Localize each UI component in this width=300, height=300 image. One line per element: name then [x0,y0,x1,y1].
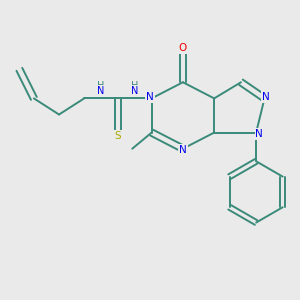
Text: N: N [131,85,138,96]
Text: N: N [256,129,263,139]
Text: S: S [114,131,121,141]
Text: N: N [146,92,154,102]
Text: H: H [131,81,138,91]
Text: N: N [179,145,187,155]
Text: H: H [97,81,105,91]
Text: O: O [179,43,187,53]
Text: N: N [97,85,105,96]
Text: N: N [262,92,270,102]
